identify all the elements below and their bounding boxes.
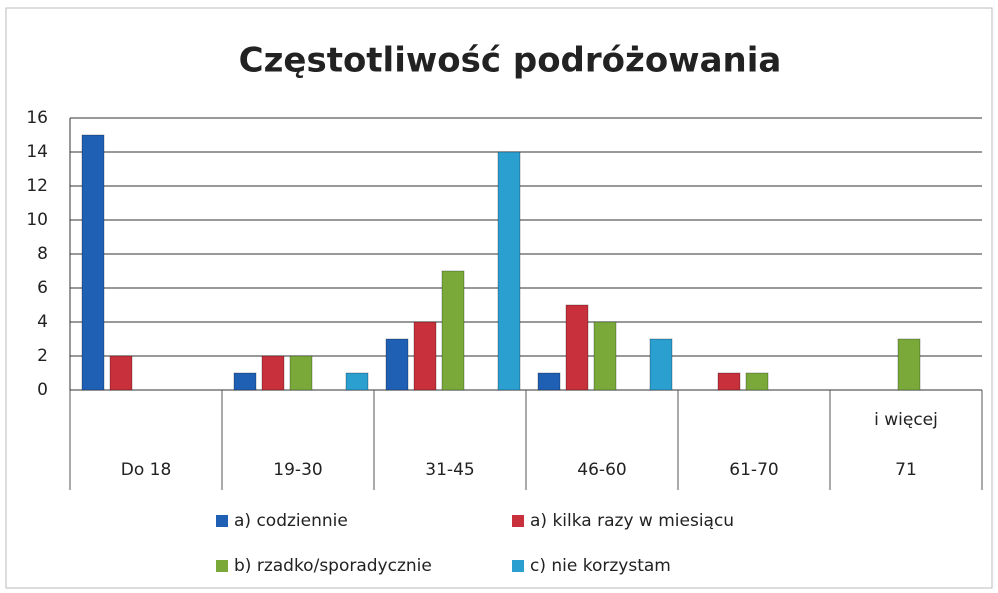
bar — [717, 372, 741, 391]
y-tick-label: 14 — [26, 142, 48, 162]
legend-label: b) rzadko/sporadycznie — [234, 556, 432, 576]
bar — [537, 372, 561, 391]
bar — [385, 338, 409, 391]
bar — [497, 151, 521, 391]
legend-label: a) codziennie — [234, 511, 348, 531]
bar — [745, 372, 769, 391]
y-tick-label: 8 — [37, 244, 48, 264]
legend-label: c) nie korzystam — [530, 556, 671, 576]
x-tick-label: 31-45 — [425, 460, 474, 480]
x-tick-label: 61-70 — [729, 460, 778, 480]
bar — [81, 134, 105, 391]
bar — [345, 372, 369, 391]
bar — [109, 355, 133, 391]
x-tick-label: 46-60 — [577, 460, 626, 480]
bar — [413, 321, 437, 391]
y-tick-label: 6 — [37, 278, 48, 298]
y-tick-label: 4 — [37, 312, 48, 332]
y-tick-label: 0 — [37, 380, 48, 400]
chart-title: Częstotliwość podróżowania — [239, 41, 782, 81]
bar — [289, 355, 313, 391]
legend-swatch — [512, 515, 524, 527]
x-tick-label: 19-30 — [273, 460, 322, 480]
bar — [649, 338, 673, 391]
bar — [441, 270, 465, 391]
legend-swatch — [216, 560, 228, 572]
legend-swatch — [216, 515, 228, 527]
bar — [593, 321, 617, 391]
x-tick-label: i więcej — [874, 410, 938, 430]
bar — [897, 338, 921, 391]
y-tick-label: 16 — [26, 108, 48, 128]
x-tick-label: 71 — [895, 460, 917, 480]
legend-label: a) kilka razy w miesiącu — [530, 511, 734, 531]
bar — [565, 304, 589, 391]
y-tick-label: 12 — [26, 176, 48, 196]
y-tick-label: 2 — [37, 346, 48, 366]
bar — [233, 372, 257, 391]
bar — [261, 355, 285, 391]
legend-swatch — [512, 560, 524, 572]
y-tick-label: 10 — [26, 210, 48, 230]
x-tick-label: Do 18 — [121, 460, 172, 480]
